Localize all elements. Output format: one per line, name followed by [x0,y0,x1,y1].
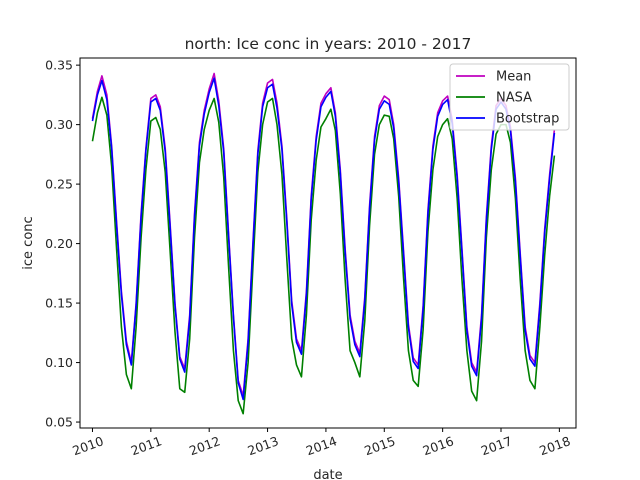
chart-title: north: Ice conc in years: 2010 - 2017 [185,35,472,53]
x-axis-label: date [313,468,342,480]
series-line-nasa [91,96,556,415]
y-tick-label: 0.30 [45,117,73,132]
legend-label-bootstrap: Bootstrap [496,112,559,127]
legend-label-mean: Mean [496,70,531,85]
y-axis: 0.05 0.10 0.15 0.20 0.25 0.30 0.35 [45,58,80,430]
y-tick-label: 0.05 [45,415,73,430]
y-tick-label: 0.10 [45,355,73,370]
y-tick-label: 0.20 [45,236,73,251]
plot-frame [79,57,577,429]
legend: Mean NASA Bootstrap [449,63,570,131]
y-tick-label: 0.15 [45,296,73,311]
legend-box [449,63,570,131]
y-axis-label: ice conc [21,216,36,269]
legend-label-nasa: NASA [496,91,532,106]
plot-lines [91,72,556,415]
y-tick-label: 0.35 [45,58,73,73]
series-line-bootstrap [91,77,556,401]
y-tick-label: 0.25 [45,177,73,192]
